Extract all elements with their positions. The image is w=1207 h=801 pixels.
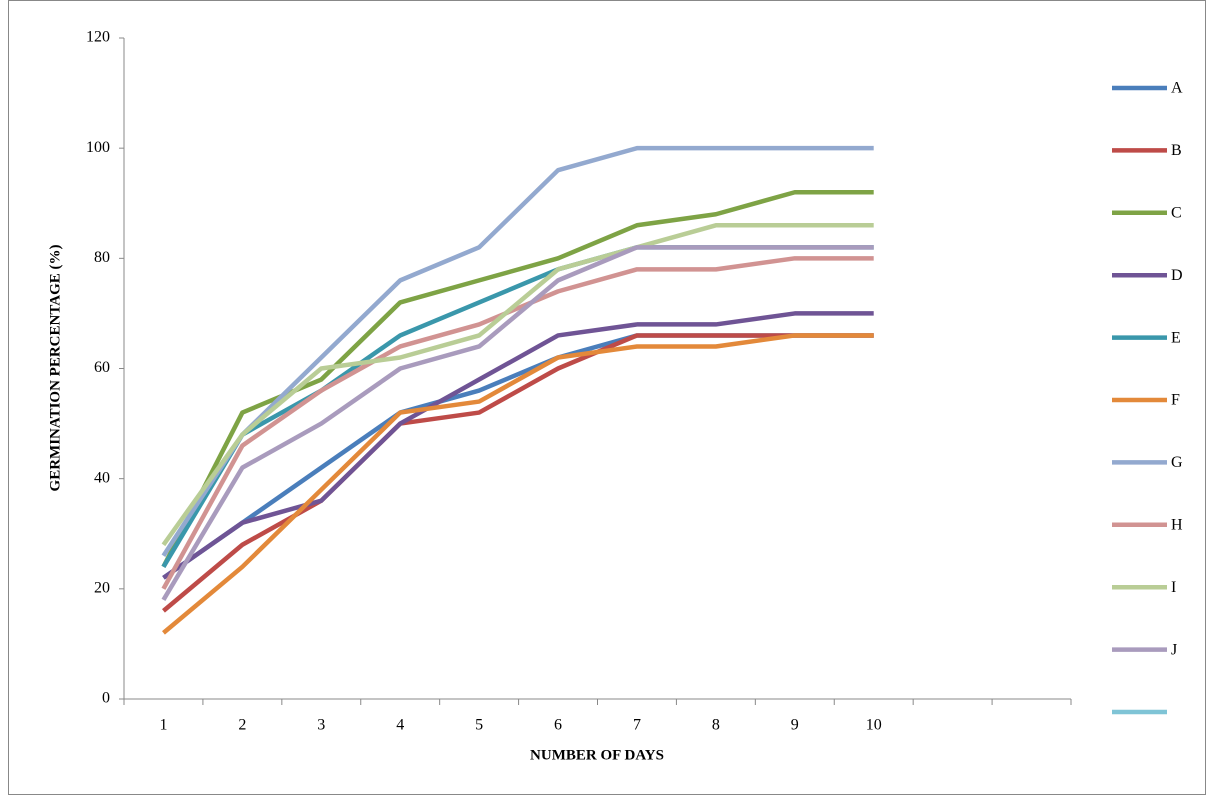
legend-label: E: [1171, 329, 1181, 346]
y-tick-label: 100: [86, 139, 110, 156]
legend-label: J: [1171, 641, 1177, 658]
chart-frame: [8, 0, 1206, 795]
legend-label: A: [1171, 80, 1183, 97]
x-tick-label: 4: [396, 717, 404, 734]
y-tick-label: 120: [86, 29, 110, 46]
legend-label: H: [1171, 516, 1183, 533]
y-tick-label: 20: [94, 580, 110, 597]
y-tick-label: 80: [94, 249, 110, 266]
legend-label: I: [1171, 579, 1176, 596]
series-line: [161, 223, 874, 547]
y-tick-label: 0: [102, 690, 110, 707]
x-tick-label: 10: [866, 717, 882, 734]
x-tick-label: 2: [238, 717, 246, 734]
x-tick-label: 3: [317, 717, 325, 734]
y-axis-title: GERMINATION PERCENTAGE (%): [47, 245, 63, 492]
y-tick-label: 60: [94, 359, 110, 376]
series-line: [162, 333, 874, 613]
x-tick-label: 5: [475, 717, 483, 734]
series-line: [161, 245, 874, 602]
series-line: [161, 256, 874, 590]
x-axis-title: NUMBER OF DAYS: [530, 747, 664, 763]
x-tick-label: 1: [159, 717, 167, 734]
legend-label: G: [1171, 454, 1183, 471]
x-tick-label: 9: [791, 717, 799, 734]
legend-label: D: [1171, 267, 1183, 284]
series-line: [161, 145, 874, 558]
x-tick-label: 6: [554, 717, 562, 734]
x-tick-label: 7: [633, 717, 641, 734]
series-line: [162, 333, 874, 635]
y-tick-label: 40: [94, 469, 110, 486]
legend-label: F: [1171, 392, 1180, 409]
series-line: [162, 311, 874, 580]
x-tick-label: 8: [712, 717, 720, 734]
legend-label: C: [1171, 204, 1182, 221]
legend-label: B: [1171, 142, 1182, 159]
